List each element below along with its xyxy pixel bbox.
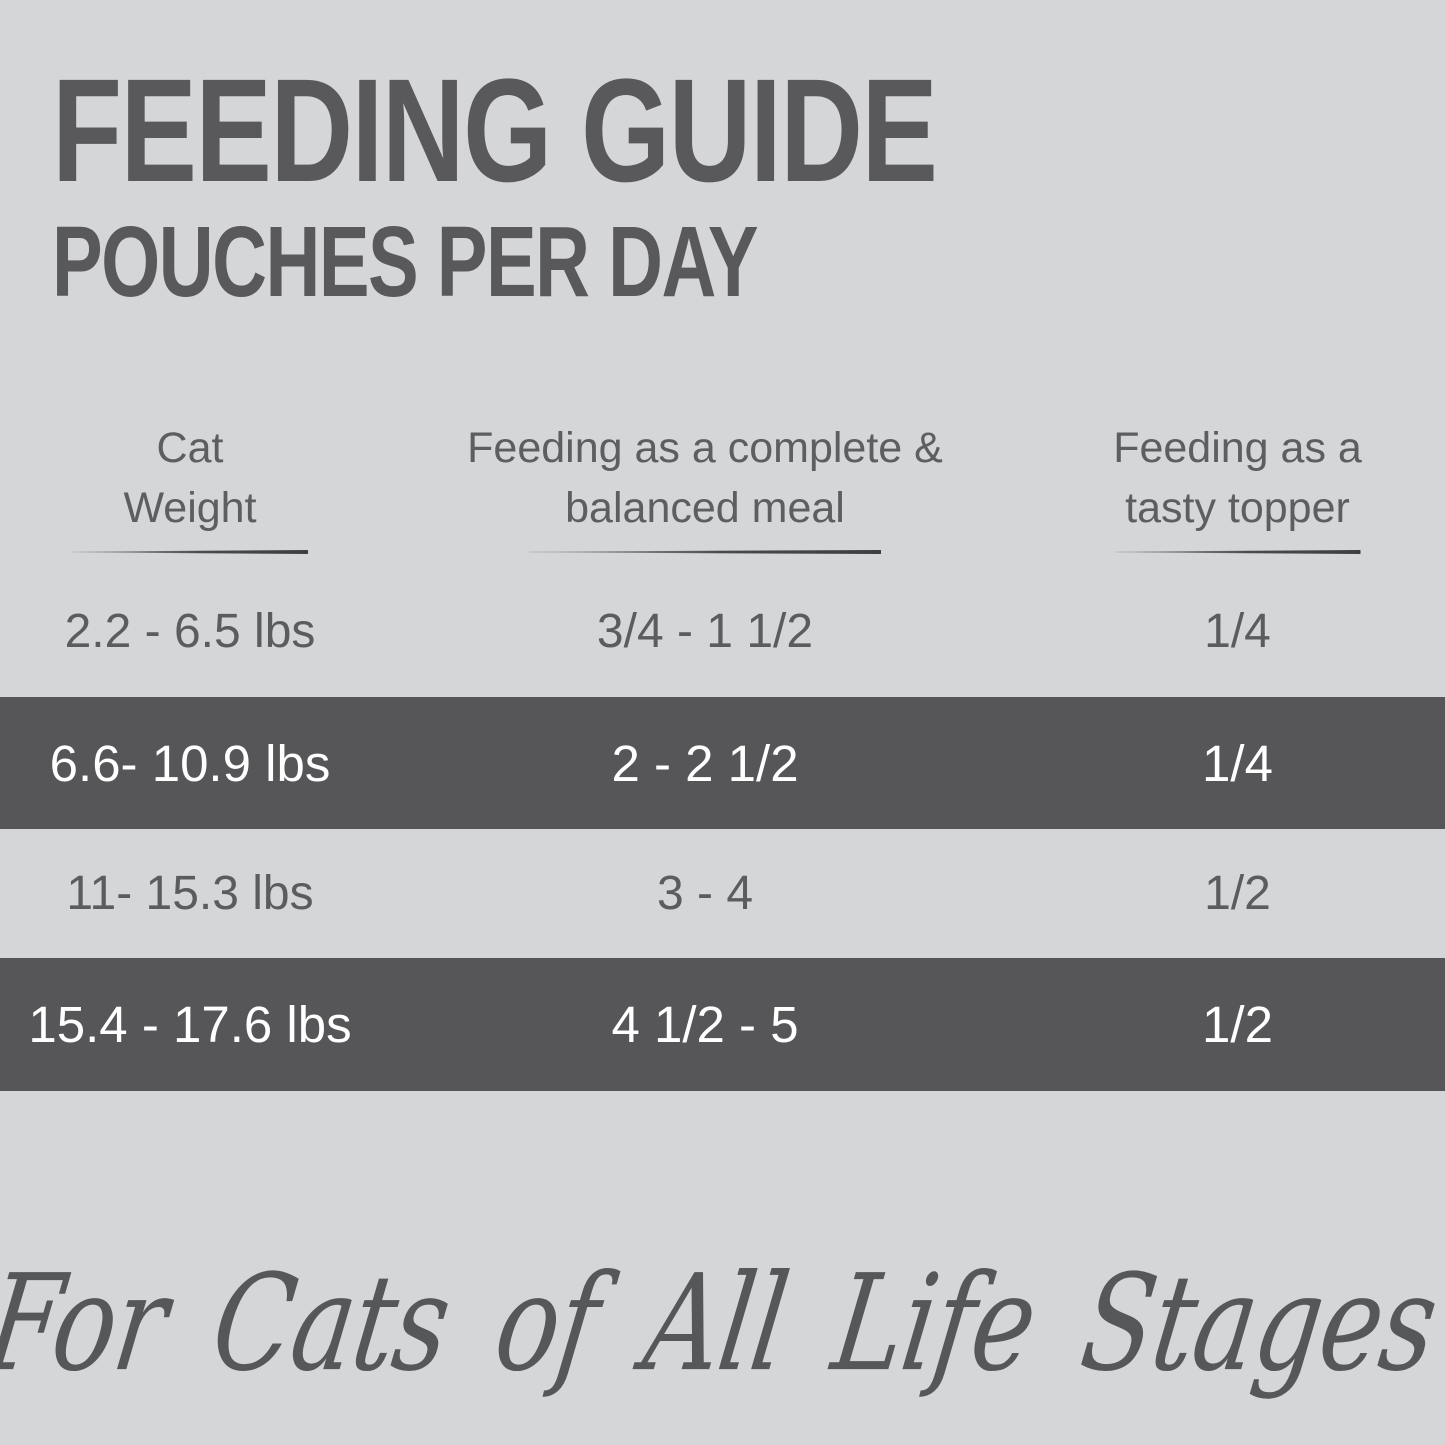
cat-weight-cell: 11- 15.3 lbs	[66, 867, 314, 920]
tasty-topper-cell: 1/4	[1202, 734, 1273, 792]
complete-meal-cell: 4 1/2 - 5	[611, 996, 799, 1053]
column-header-line: balanced meal	[565, 484, 845, 532]
column-header-line: Weight	[123, 484, 257, 532]
header-underline	[529, 550, 881, 554]
column-header-line: Feeding as a complete &	[467, 424, 943, 472]
complete-meal-cell: 2 - 2 1/2	[611, 734, 799, 792]
header-underline	[72, 550, 308, 554]
cat-weight-cell: 2.2 - 6.5 lbs	[64, 604, 316, 658]
table-row: 2.2 - 6.5 lbs 3/4 - 1 1/2 1/4	[0, 565, 1445, 697]
tasty-topper-cell: 1/4	[1204, 604, 1271, 658]
tasty-topper-cell: 1/2	[1202, 996, 1273, 1053]
page-subtitle: POUCHES PER DAY	[52, 206, 759, 318]
column-header-tasty-topper: Feeding as a tasty topper	[1030, 418, 1445, 554]
column-header-line: Feeding as a	[1113, 424, 1362, 472]
complete-meal-cell: 3/4 - 1 1/2	[596, 604, 814, 658]
table-row: 11- 15.3 lbs 3 - 4 1/2	[0, 829, 1445, 958]
complete-meal-cell: 3 - 4	[656, 867, 754, 920]
column-header-line: Cat	[156, 424, 224, 472]
header-underline	[1114, 550, 1361, 554]
cat-weight-cell: 15.4 - 17.6 lbs	[28, 996, 352, 1053]
column-header-line: tasty topper	[1125, 484, 1350, 532]
table-header: Cat Weight Feeding as a complete & balan…	[0, 418, 1445, 554]
page-title: FEEDING GUIDE	[52, 49, 938, 213]
cat-weight-cell: 6.6- 10.9 lbs	[49, 734, 331, 792]
column-header-complete-meal: Feeding as a complete & balanced meal	[380, 418, 1030, 554]
tagline-all-life-stages: For Cats of All Life Stages	[0, 1245, 1445, 1402]
tasty-topper-cell: 1/2	[1204, 867, 1271, 920]
table-row-highlighted: 6.6- 10.9 lbs 2 - 2 1/2 1/4	[0, 697, 1445, 829]
column-header-cat-weight: Cat Weight	[0, 418, 380, 554]
table-row-highlighted: 15.4 - 17.6 lbs 4 1/2 - 5 1/2	[0, 958, 1445, 1091]
